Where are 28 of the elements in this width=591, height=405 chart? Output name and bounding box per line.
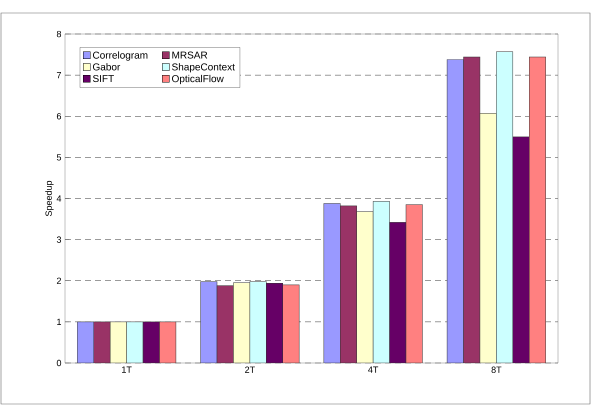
legend-label: OpticalFlow: [172, 74, 224, 84]
y-tick-label: 5: [56, 154, 62, 161]
bar: [496, 51, 514, 363]
x-tick-label: 8T: [492, 366, 502, 373]
legend-label: SIFT: [92, 74, 114, 82]
x-tick-label: 2T: [245, 366, 255, 373]
x-tick-label: 1T: [122, 366, 132, 373]
bar: [372, 201, 390, 363]
x-tick-label: 4T: [368, 366, 378, 373]
bar: [77, 322, 94, 363]
y-tick-label: 8: [56, 30, 62, 38]
legend-label: Gabor: [92, 63, 120, 70]
bar: [324, 203, 341, 363]
y-tick-label: 2: [56, 278, 62, 284]
legend-label: Correlogram: [92, 51, 148, 61]
y-tick-label: 3: [56, 236, 62, 243]
y-tick-label: 7: [56, 72, 62, 78]
bar: [446, 59, 464, 363]
y-tick-label: 4: [56, 195, 62, 202]
bar: [126, 322, 144, 363]
y-tick-label: 6: [56, 113, 62, 120]
legend-label: ShapeContext: [172, 63, 235, 72]
bar: [250, 281, 267, 363]
legend-label: MRSAR: [172, 52, 208, 59]
bar: [200, 281, 218, 363]
y-tick-label: 1: [57, 318, 62, 325]
y-tick-label: 0: [56, 360, 62, 366]
y-axis-title: Speedup: [45, 180, 54, 216]
